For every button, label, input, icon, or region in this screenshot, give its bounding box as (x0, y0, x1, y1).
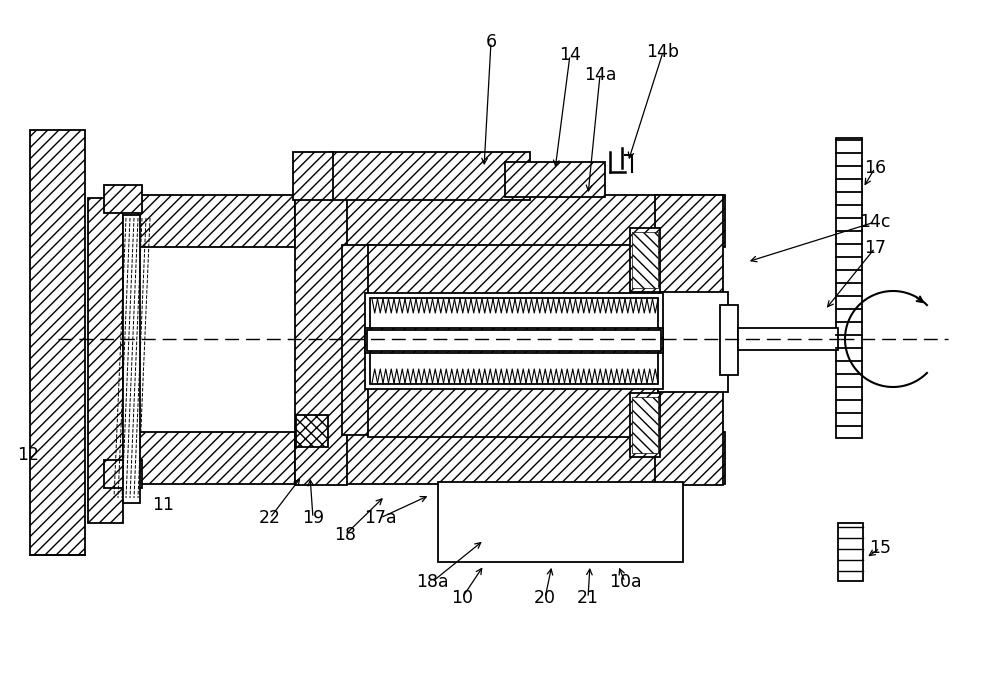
Text: 11: 11 (152, 496, 174, 514)
Bar (368, 387, 658, 437)
Text: 20: 20 (534, 589, 556, 607)
Bar (123, 215, 140, 503)
Bar (296, 415, 328, 447)
Bar (342, 245, 374, 435)
Bar (138, 195, 300, 247)
Bar (838, 523, 863, 581)
Text: 17a: 17a (364, 509, 396, 527)
Text: 18a: 18a (416, 573, 448, 591)
Bar (330, 152, 530, 200)
Text: 14b: 14b (646, 43, 680, 61)
Bar (632, 397, 658, 453)
Text: 21: 21 (577, 589, 599, 607)
Bar (738, 328, 838, 350)
Text: 22: 22 (259, 509, 281, 527)
Text: 17: 17 (864, 239, 886, 257)
Bar (295, 195, 725, 247)
Bar (365, 293, 663, 389)
Text: 14c: 14c (859, 213, 891, 231)
Bar (138, 432, 300, 484)
Bar (30, 130, 85, 555)
Text: 14: 14 (559, 46, 581, 64)
Text: 10: 10 (451, 589, 473, 607)
Bar (104, 185, 142, 213)
Bar (365, 328, 663, 353)
Bar (720, 305, 738, 375)
Bar (104, 460, 142, 488)
Text: 6: 6 (485, 33, 497, 51)
Text: 16: 16 (864, 159, 886, 177)
Bar (630, 228, 660, 292)
Bar (658, 292, 728, 392)
Bar (630, 393, 660, 457)
Bar (370, 298, 658, 384)
Text: 10a: 10a (609, 573, 641, 591)
Bar (293, 152, 333, 200)
Text: 18: 18 (334, 526, 356, 544)
Bar (295, 195, 347, 485)
Text: 12: 12 (17, 446, 39, 464)
Bar (367, 330, 661, 351)
Bar (836, 138, 862, 438)
Bar (295, 432, 725, 484)
Text: 15: 15 (869, 539, 891, 557)
Bar (505, 162, 605, 197)
Bar (438, 482, 683, 562)
Text: 19: 19 (302, 509, 324, 527)
Bar (368, 245, 658, 295)
Bar (88, 198, 123, 523)
Bar (632, 232, 658, 288)
Bar (655, 195, 723, 485)
Text: 14a: 14a (584, 66, 616, 84)
